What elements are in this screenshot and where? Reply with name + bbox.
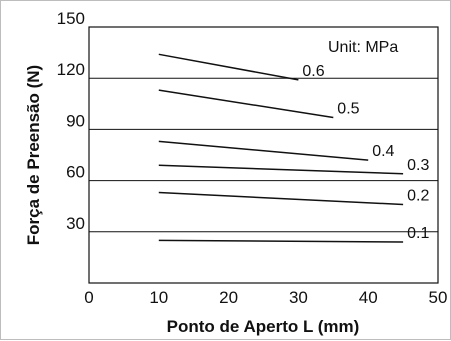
x-axis-title: Ponto de Aperto L (mm) [167,317,360,336]
x-tick-label-30: 30 [289,288,308,307]
x-tick-label-10: 10 [149,288,168,307]
x-tick-label-40: 40 [359,288,378,307]
y-tick-label-150: 150 [57,9,85,28]
unit-note: Unit: MPa [328,39,398,56]
y-tick-label-60: 60 [66,163,85,182]
y-tick-label-90: 90 [66,111,85,130]
series-label-0.3: 0.3 [407,157,429,174]
series-label-0.2: 0.2 [407,187,429,204]
x-tick-label-20: 20 [219,288,238,307]
y-axis-title: Força de Preensão (N) [24,65,43,245]
y-tick-label-30: 30 [66,214,85,233]
series-label-0.4: 0.4 [372,143,394,160]
series-label-0.6: 0.6 [302,63,324,80]
x-tick-label-50: 50 [429,288,448,307]
y-tick-label-120: 120 [57,60,85,79]
series-label-0.5: 0.5 [337,100,359,117]
x-tick-label-0: 0 [84,288,93,307]
series-label-0.1: 0.1 [407,225,429,242]
